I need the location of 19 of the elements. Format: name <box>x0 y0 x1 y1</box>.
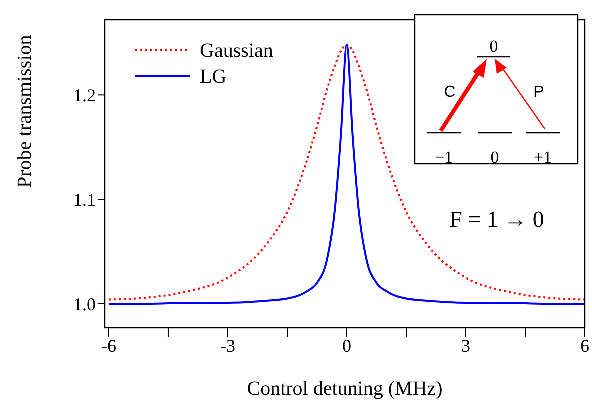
x-tick-label: 6 <box>580 336 590 356</box>
annotation: −1 <box>434 148 454 167</box>
x-tick-label: -3 <box>220 336 236 356</box>
annotation: P <box>534 84 544 101</box>
annotation: C <box>444 84 456 101</box>
x-tick-label: 0 <box>342 336 352 356</box>
annotation: 0 <box>490 148 500 167</box>
legend-label: Gaussian <box>200 40 274 62</box>
annotation: F = 1 → 0 <box>450 207 544 232</box>
annotation: +1 <box>534 148 552 167</box>
x-axis-title: Control detuning (MHz) <box>247 378 443 400</box>
annotation: 0 <box>490 37 498 56</box>
x-tick-label: 3 <box>461 336 470 356</box>
y-axis-title: Probe transmission <box>14 35 36 188</box>
x-tick-label: -6 <box>101 336 116 356</box>
y-tick-label: 1.0 <box>74 294 96 314</box>
legend-label: LG <box>200 66 227 88</box>
y-tick-label: 1.2 <box>74 86 96 106</box>
y-tick-label: 1.1 <box>74 190 96 210</box>
